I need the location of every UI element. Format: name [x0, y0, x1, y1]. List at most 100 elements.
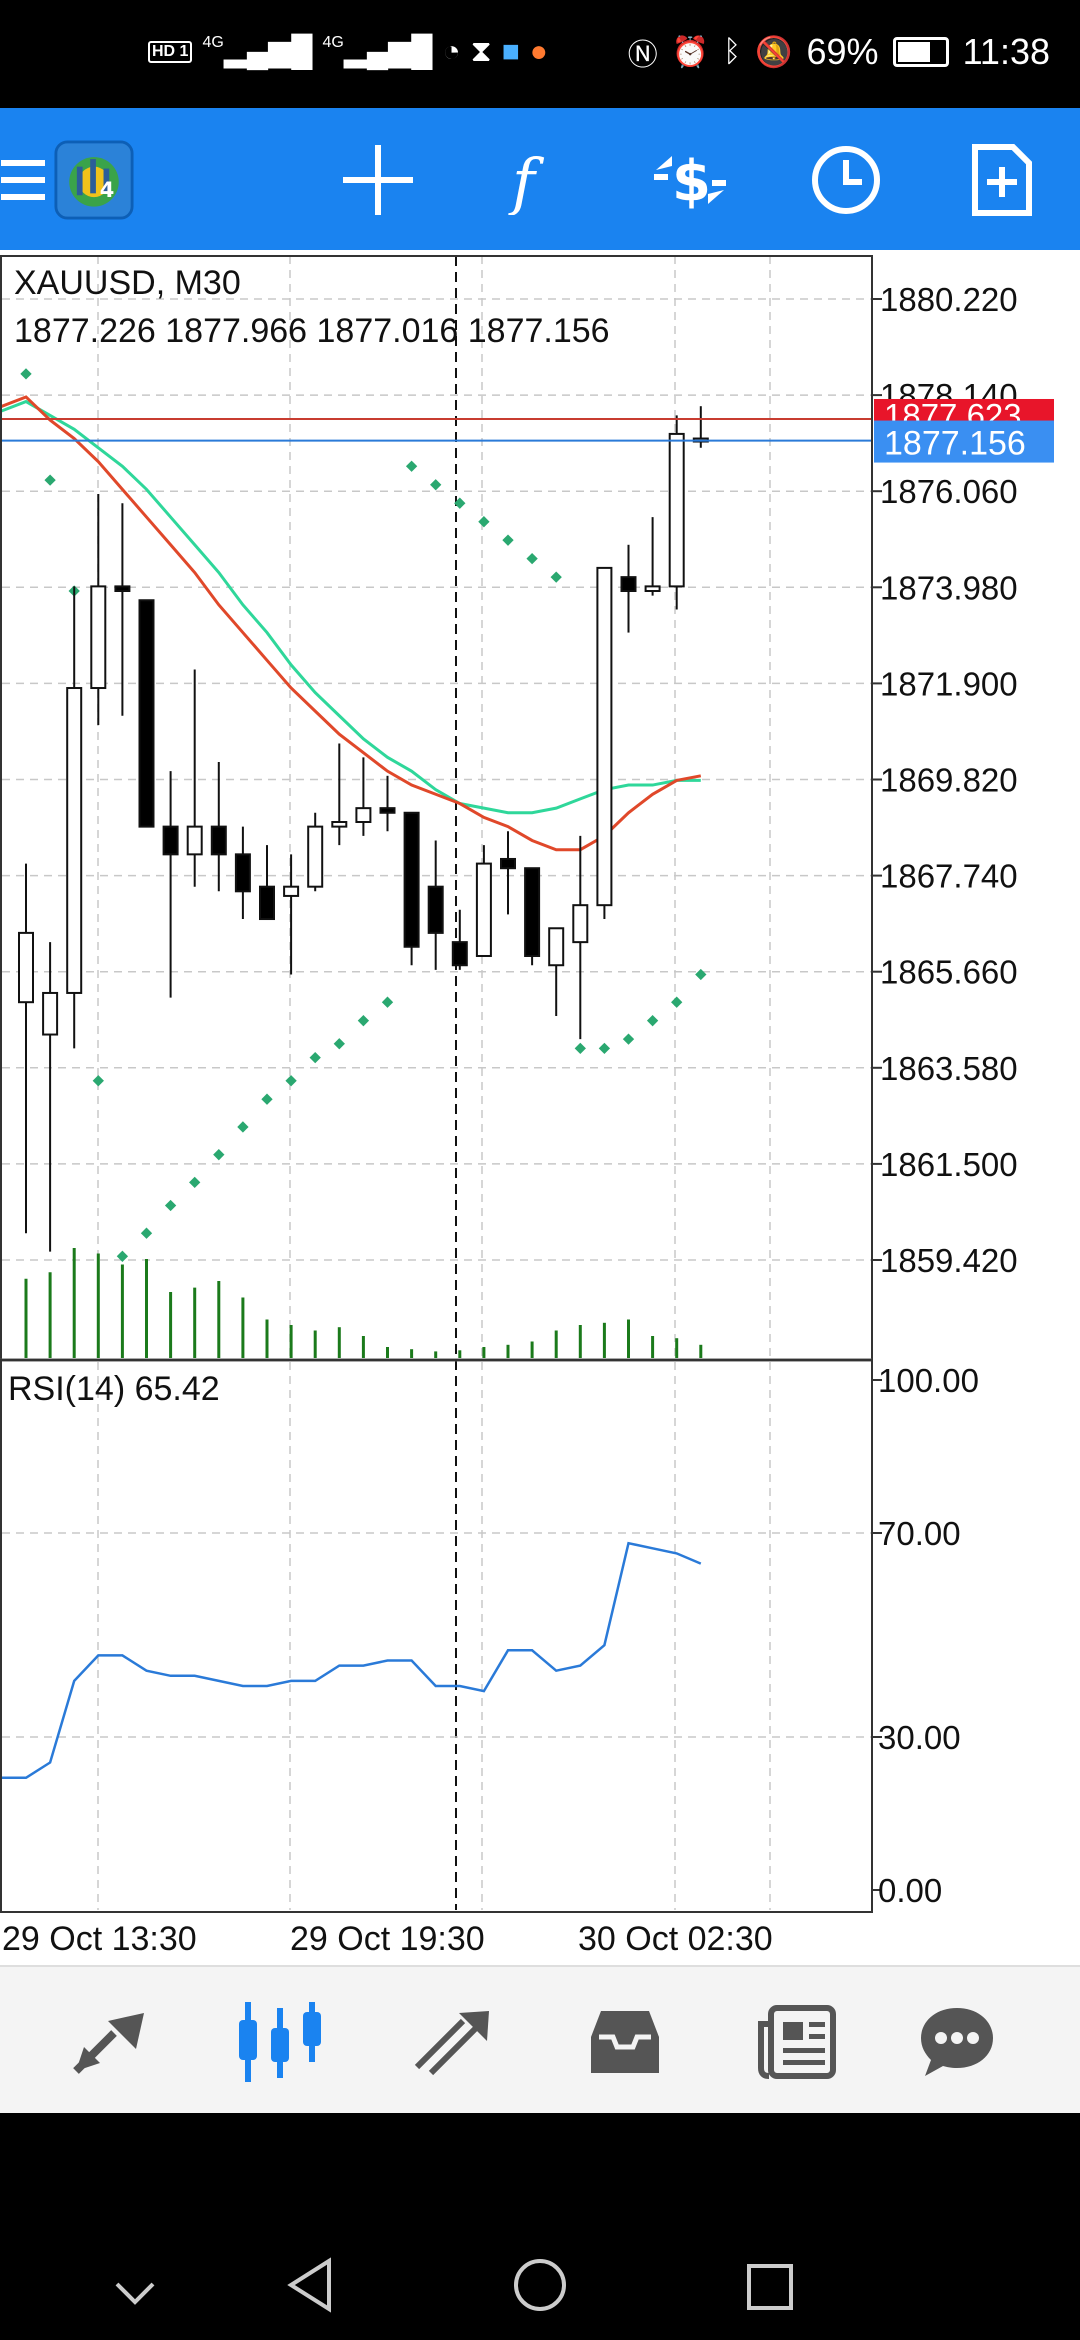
- candle-body: [451, 941, 468, 967]
- rsi-scale-label: 30.00: [878, 1719, 961, 1756]
- ma-green-line: [0, 399, 701, 815]
- nav-chart-icon[interactable]: [235, 1997, 325, 2087]
- rsi-scale-label: 70.00: [878, 1515, 961, 1552]
- rsi-scale-label: 100.00: [878, 1362, 979, 1399]
- nav-trade-icon[interactable]: [408, 1997, 498, 2087]
- candle-body: [186, 825, 203, 856]
- candle-body: [596, 566, 613, 907]
- svg-text:f: f: [508, 145, 545, 215]
- nav-quotes-icon[interactable]: [65, 1997, 155, 2087]
- back-icon[interactable]: [280, 2255, 340, 2315]
- time-axis-label: 29 Oct 19:30: [290, 1920, 485, 1958]
- sar-dot: [116, 1250, 129, 1262]
- sar-dot: [261, 1093, 273, 1105]
- candle-body: [355, 807, 372, 824]
- sar-dot: [598, 1042, 611, 1055]
- collapse-chevron-icon[interactable]: [105, 2263, 165, 2323]
- recents-icon[interactable]: [740, 2257, 800, 2317]
- sar-dot: [646, 1015, 659, 1027]
- bid-price-tag: [874, 420, 1054, 463]
- system-navigation-bar: [0, 2113, 1080, 2340]
- sar-dot: [478, 516, 490, 528]
- sar-dot: [695, 968, 707, 981]
- nfc-icon: Ⓝ: [627, 39, 658, 72]
- time-axis-label: 29 Oct 13:30: [2, 1920, 197, 1958]
- sar-dot: [550, 571, 562, 583]
- time-axis-label: 30 Oct 02:30: [578, 1920, 773, 1958]
- alarm-icon: ⏰: [671, 35, 710, 69]
- main-chart-frame: [0, 255, 873, 1361]
- status-left: HD 1 4G▂▄▆█ 4G▂▄▆█ ◔ ⧗ ■ ●: [148, 34, 548, 69]
- timeframe-clock-icon[interactable]: [806, 140, 886, 220]
- signal-4g-icon-2: 4G▂▄▆█: [322, 34, 433, 68]
- candle-body: [500, 857, 516, 870]
- candle-body: [162, 825, 179, 856]
- candle-body: [138, 599, 155, 828]
- menu-icon[interactable]: [0, 140, 66, 220]
- nav-news-icon[interactable]: [752, 1997, 842, 2087]
- sar-dot: [430, 479, 442, 491]
- candle-body: [403, 811, 420, 948]
- sar-dot: [574, 1042, 586, 1055]
- mute-icon: 🔕: [755, 35, 793, 69]
- sar-dot: [381, 996, 394, 1008]
- rsi-scale-label: 0.00: [878, 1872, 942, 1909]
- svg-text:4: 4: [100, 178, 115, 202]
- sar-dot: [526, 552, 538, 565]
- sar-dot: [140, 1227, 153, 1239]
- price-scale-label: 1865.660: [880, 954, 1018, 991]
- price-scale-label: 1869.820: [880, 762, 1018, 799]
- battery-percent: 69%: [806, 31, 879, 72]
- sar-dot: [164, 1199, 177, 1212]
- sar-dot: [189, 1176, 201, 1189]
- bottom-navigation: [0, 1965, 1080, 2115]
- trade-icon[interactable]: $: [650, 140, 730, 220]
- price-scale-label: 1876.060: [880, 473, 1018, 510]
- candle-body: [331, 821, 348, 828]
- rsi-frame: [0, 1359, 873, 1913]
- nav-messages-icon[interactable]: [912, 1997, 1002, 2087]
- bid-price-label: 1877.156: [884, 425, 1026, 463]
- candle-body: [234, 853, 251, 893]
- new-order-icon[interactable]: [962, 140, 1042, 220]
- bluetooth-icon: ᛒ: [723, 35, 742, 68]
- crosshair-icon[interactable]: [338, 140, 418, 220]
- candle-body: [66, 687, 83, 994]
- sar-dot: [622, 1033, 635, 1045]
- price-scale-label: 1873.980: [880, 569, 1018, 606]
- top-toolbar: 4 f $: [0, 108, 1080, 250]
- clock: 11:38: [962, 31, 1050, 72]
- sar-dot: [405, 460, 418, 472]
- price-scale-label: 1863.580: [880, 1050, 1018, 1087]
- candle-body: [379, 807, 396, 814]
- sar-dot: [44, 474, 56, 486]
- sar-dot: [285, 1075, 297, 1087]
- candle-body: [210, 825, 227, 856]
- price-scale-label: 1867.740: [880, 858, 1018, 895]
- candle-body: [620, 576, 637, 592]
- app-logo-icon[interactable]: 4: [54, 140, 134, 220]
- price-scale-label: 1880.220: [880, 281, 1018, 318]
- status-bar: HD 1 4G▂▄▆█ 4G▂▄▆█ ◔ ⧗ ■ ● Ⓝ ⏰ ᛒ 🔕 69% 1…: [0, 0, 1080, 108]
- sar-dot: [309, 1051, 321, 1064]
- rsi-line: [2, 1541, 702, 1780]
- sar-dot: [333, 1038, 345, 1050]
- ma-red-line: [0, 395, 702, 852]
- candle-body: [644, 585, 661, 592]
- sar-dot: [454, 497, 466, 509]
- candle-body: [427, 885, 444, 934]
- chart-area[interactable]: 1880.220 1878.140 1876.060 1873.980 1871.900…: [0, 250, 1080, 1965]
- sar-dot: [502, 534, 514, 546]
- candle-body: [18, 931, 34, 1004]
- price-chart[interactable]: 1880.2201878.1401876.0601873.9801871.900…: [0, 250, 1080, 1965]
- candle-body: [42, 991, 59, 1036]
- sar-dot: [357, 1015, 370, 1027]
- price-scale-label: 1861.500: [880, 1146, 1018, 1183]
- sar-dot: [92, 1075, 104, 1087]
- candle-body: [572, 904, 589, 944]
- home-icon[interactable]: [510, 2255, 570, 2315]
- indicators-icon[interactable]: f: [494, 140, 574, 220]
- nav-history-icon[interactable]: [580, 1997, 670, 2087]
- candle-body: [548, 927, 565, 967]
- symbol-label: XAUUSD, M30: [14, 264, 241, 302]
